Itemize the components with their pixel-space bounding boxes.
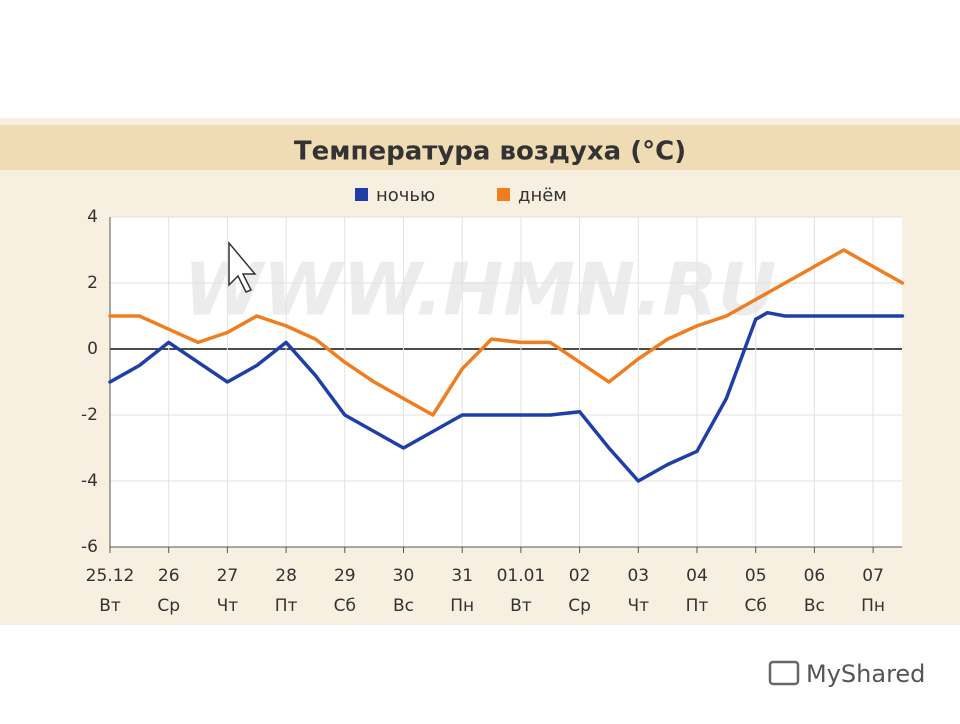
- x-tick-label: 06: [804, 566, 826, 586]
- x-tick-label: 04: [686, 566, 708, 586]
- x-tick-sublabel: Сб: [334, 596, 356, 616]
- logo-icon: [768, 660, 800, 686]
- x-tick-label: 01.01: [497, 566, 546, 586]
- x-tick-sublabel: Ср: [157, 596, 180, 616]
- line-series: [108, 248, 905, 417]
- y-tick-label: 2: [87, 273, 98, 293]
- x-tick-label: 03: [627, 566, 649, 586]
- legend-label: днём: [518, 185, 567, 206]
- legend-swatch: [497, 188, 510, 201]
- x-tick-sublabel: Чт: [628, 596, 650, 616]
- brand: MyShared: [806, 660, 925, 688]
- y-tick-label: 0: [87, 339, 98, 359]
- cursor: [228, 240, 257, 293]
- x-tick-sublabel: Пн: [861, 596, 885, 616]
- x-tick-label: 02: [569, 566, 591, 586]
- x-tick-sublabel: Сб: [745, 596, 767, 616]
- x-tick-label: 31: [451, 566, 473, 586]
- x-tick-label: 26: [158, 566, 180, 586]
- x-tick-sublabel: Пн: [450, 596, 474, 616]
- y-tick-label: -6: [81, 537, 98, 557]
- y-tick-label: -2: [81, 405, 98, 425]
- x-tick-sublabel: Вс: [804, 596, 825, 616]
- x-tick-label: 25.12: [86, 566, 135, 586]
- title-bar: [0, 125, 960, 170]
- x-tick-sublabel: Чт: [217, 596, 239, 616]
- chart-title: Температура воздуха (°С): [294, 137, 686, 167]
- x-tick-sublabel: Вт: [510, 596, 532, 616]
- x-tick-label: 05: [745, 566, 767, 586]
- x-tick-label: 29: [334, 566, 356, 586]
- x-tick-label: 30: [393, 566, 415, 586]
- x-tick-label: 07: [862, 566, 884, 586]
- legend-swatch: [355, 188, 368, 201]
- x-tick-sublabel: Ср: [568, 596, 591, 616]
- x-tick-sublabel: Вс: [393, 596, 414, 616]
- x-tick-label: 27: [217, 566, 239, 586]
- watermark: WWW.HMN.RU: [184, 248, 777, 332]
- brand-logo: MyShared: [768, 660, 925, 688]
- x-tick-label: 28: [275, 566, 297, 586]
- legend-label: ночью: [376, 185, 435, 206]
- y-tick-label: 4: [87, 207, 98, 227]
- x-tick-sublabel: Вт: [99, 596, 121, 616]
- line-series: [108, 310, 905, 483]
- x-tick-sublabel: Пт: [275, 596, 298, 616]
- y-tick-label: -4: [81, 471, 98, 491]
- x-tick-sublabel: Пт: [686, 596, 709, 616]
